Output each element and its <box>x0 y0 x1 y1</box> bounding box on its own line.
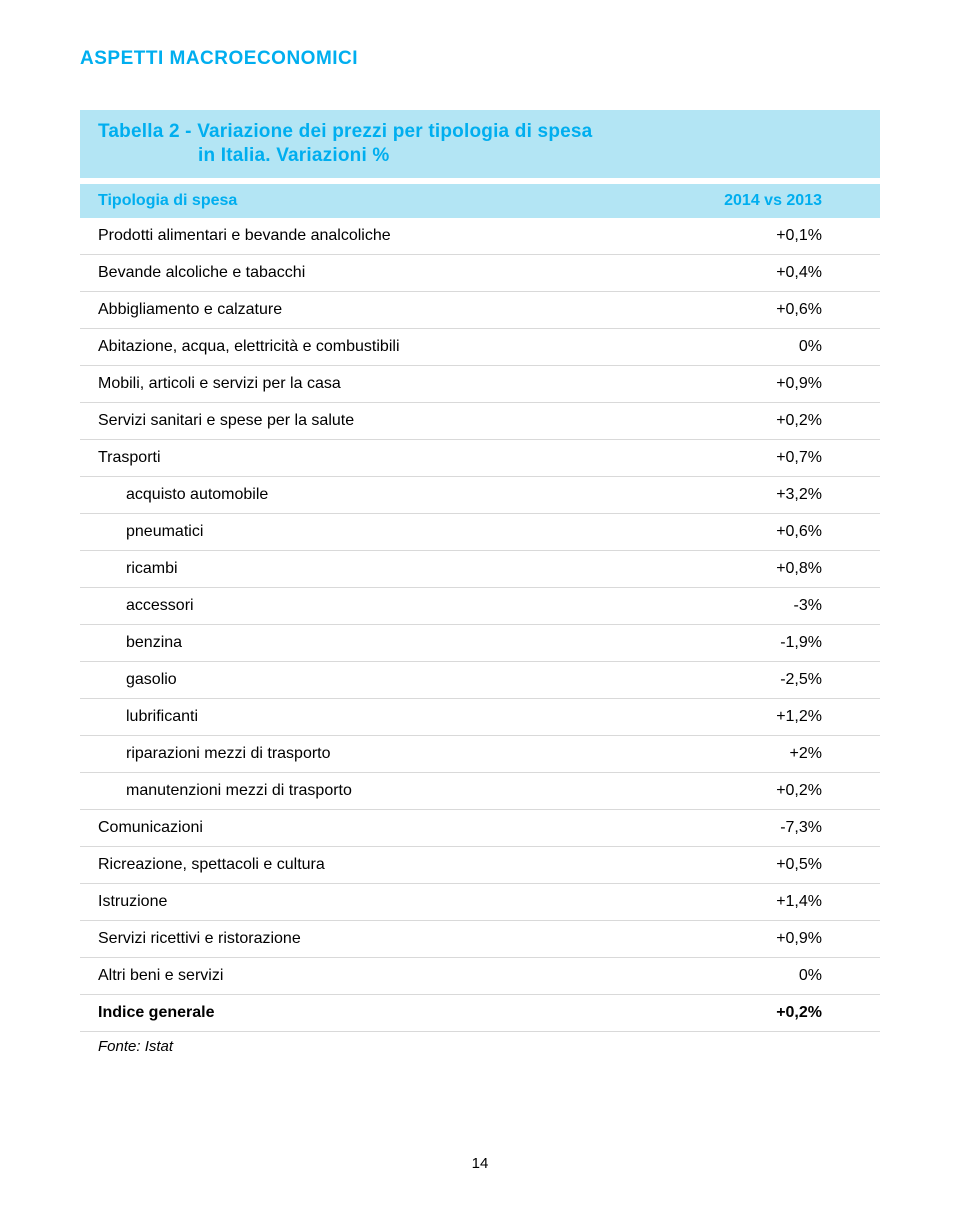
row-label: Indice generale <box>98 1001 682 1025</box>
row-label: acquisto automobile <box>98 483 682 507</box>
row-value: +0,2% <box>682 779 862 803</box>
table-row: accessori-3% <box>80 588 880 625</box>
row-label: Prodotti alimentari e bevande analcolich… <box>98 224 682 248</box>
table-row: acquisto automobile+3,2% <box>80 477 880 514</box>
row-value: +1,2% <box>682 705 862 729</box>
row-label: Bevande alcoliche e tabacchi <box>98 261 682 285</box>
row-label: gasolio <box>98 668 682 692</box>
table-row: lubrificanti+1,2% <box>80 699 880 736</box>
page-number: 14 <box>0 1155 960 1172</box>
row-label: Ricreazione, spettacoli e cultura <box>98 853 682 877</box>
row-label: Istruzione <box>98 890 682 914</box>
running-header: ASPETTI MACROECONOMICI <box>80 48 880 70</box>
table-row: Ricreazione, spettacoli e cultura+0,5% <box>80 847 880 884</box>
row-label: accessori <box>98 594 682 618</box>
table-row: Comunicazioni-7,3% <box>80 810 880 847</box>
row-value: +0,8% <box>682 557 862 581</box>
table-row: ricambi+0,8% <box>80 551 880 588</box>
table-row: riparazioni mezzi di trasporto+2% <box>80 736 880 773</box>
table-body: Prodotti alimentari e bevande analcolich… <box>80 218 880 1032</box>
row-value: +3,2% <box>682 483 862 507</box>
row-value: +2% <box>682 742 862 766</box>
table-row: Trasporti+0,7% <box>80 440 880 477</box>
row-value: +1,4% <box>682 890 862 914</box>
table-row: Istruzione+1,4% <box>80 884 880 921</box>
row-label: manutenzioni mezzi di trasporto <box>98 779 682 803</box>
row-label: Abitazione, acqua, elettricità e combust… <box>98 335 682 359</box>
table-row: manutenzioni mezzi di trasporto+0,2% <box>80 773 880 810</box>
row-value: +0,1% <box>682 224 862 248</box>
row-value: +0,2% <box>682 1001 862 1025</box>
row-value: +0,5% <box>682 853 862 877</box>
row-value: +0,9% <box>682 927 862 951</box>
row-label: Trasporti <box>98 446 682 470</box>
table-header-value: 2014 vs 2013 <box>682 192 862 210</box>
row-value: -7,3% <box>682 816 862 840</box>
row-label: Abbigliamento e calzature <box>98 298 682 322</box>
table-row: benzina-1,9% <box>80 625 880 662</box>
row-label: Mobili, articoli e servizi per la casa <box>98 372 682 396</box>
row-value: -3% <box>682 594 862 618</box>
row-value: +0,9% <box>682 372 862 396</box>
table-row: Mobili, articoli e servizi per la casa+0… <box>80 366 880 403</box>
row-label: lubrificanti <box>98 705 682 729</box>
row-label: ricambi <box>98 557 682 581</box>
page: ASPETTI MACROECONOMICI Tabella 2 - Varia… <box>0 0 960 1061</box>
row-label: benzina <box>98 631 682 655</box>
table-row: Abitazione, acqua, elettricità e combust… <box>80 329 880 366</box>
row-value: +0,4% <box>682 261 862 285</box>
table-title-line1: Tabella 2 - Variazione dei prezzi per ti… <box>98 120 862 144</box>
table-header-label: Tipologia di spesa <box>98 192 682 210</box>
table-row: Abbigliamento e calzature+0,6% <box>80 292 880 329</box>
row-label: Altri beni e servizi <box>98 964 682 988</box>
table-row: Servizi sanitari e spese per la salute+0… <box>80 403 880 440</box>
row-value: -2,5% <box>682 668 862 692</box>
row-label: Comunicazioni <box>98 816 682 840</box>
table-title-box: Tabella 2 - Variazione dei prezzi per ti… <box>80 110 880 178</box>
row-value: 0% <box>682 335 862 359</box>
table-row: Servizi ricettivi e ristorazione+0,9% <box>80 921 880 958</box>
row-value: -1,9% <box>682 631 862 655</box>
table-row: Prodotti alimentari e bevande analcolich… <box>80 218 880 255</box>
row-value: +0,6% <box>682 520 862 544</box>
table-row: Indice generale+0,2% <box>80 995 880 1032</box>
table-title-line2: in Italia. Variazioni % <box>98 144 862 168</box>
row-label: pneumatici <box>98 520 682 544</box>
row-label: riparazioni mezzi di trasporto <box>98 742 682 766</box>
table-row: Bevande alcoliche e tabacchi+0,4% <box>80 255 880 292</box>
row-value: 0% <box>682 964 862 988</box>
row-value: +0,7% <box>682 446 862 470</box>
row-label: Servizi sanitari e spese per la salute <box>98 409 682 433</box>
table-row: pneumatici+0,6% <box>80 514 880 551</box>
row-value: +0,2% <box>682 409 862 433</box>
table-row: gasolio-2,5% <box>80 662 880 699</box>
table-header-row: Tipologia di spesa 2014 vs 2013 <box>80 184 880 218</box>
row-value: +0,6% <box>682 298 862 322</box>
table-row: Altri beni e servizi0% <box>80 958 880 995</box>
table-source: Fonte: Istat <box>80 1032 880 1061</box>
row-label: Servizi ricettivi e ristorazione <box>98 927 682 951</box>
